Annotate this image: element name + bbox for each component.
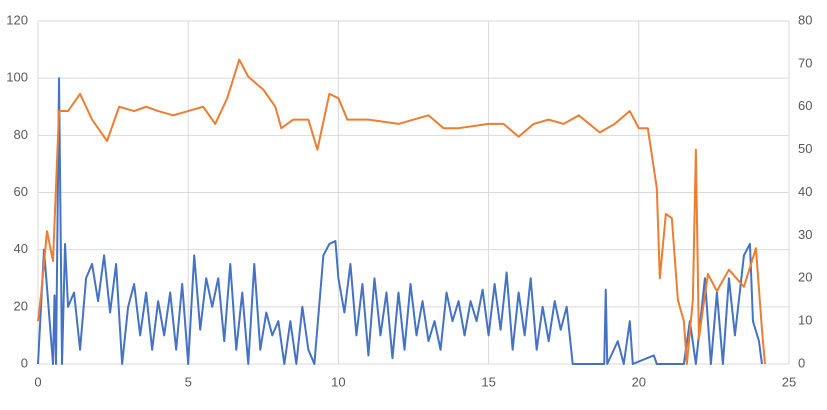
x-tick-label: 0 xyxy=(34,374,41,389)
y2-tick-label: 20 xyxy=(798,270,812,285)
y2-tick-label: 70 xyxy=(798,55,812,70)
y-tick-label: 20 xyxy=(14,298,28,313)
y-tick-label: 80 xyxy=(14,127,28,142)
y-tick-label: 100 xyxy=(6,70,28,85)
y2-tick-label: 40 xyxy=(798,184,812,199)
series-line xyxy=(37,58,766,365)
y-tick-label: 120 xyxy=(6,12,28,27)
y2-tick-label: 50 xyxy=(798,141,812,156)
y2-tick-label: 10 xyxy=(798,313,812,328)
series-line xyxy=(37,77,763,365)
x-tick-label: 15 xyxy=(481,374,495,389)
x-tick-label: 5 xyxy=(185,374,192,389)
y2-tick-label: 60 xyxy=(798,98,812,113)
y2-tick-label: 0 xyxy=(798,355,805,370)
y-tick-label: 0 xyxy=(21,355,28,370)
x-tick-label: 25 xyxy=(782,374,796,389)
y2-tick-label: 80 xyxy=(798,12,812,27)
y-tick-label: 40 xyxy=(14,241,28,256)
x-tick-label: 10 xyxy=(331,374,345,389)
y-tick-label: 60 xyxy=(14,184,28,199)
x-tick-label: 20 xyxy=(632,374,646,389)
y2-tick-label: 30 xyxy=(798,227,812,242)
